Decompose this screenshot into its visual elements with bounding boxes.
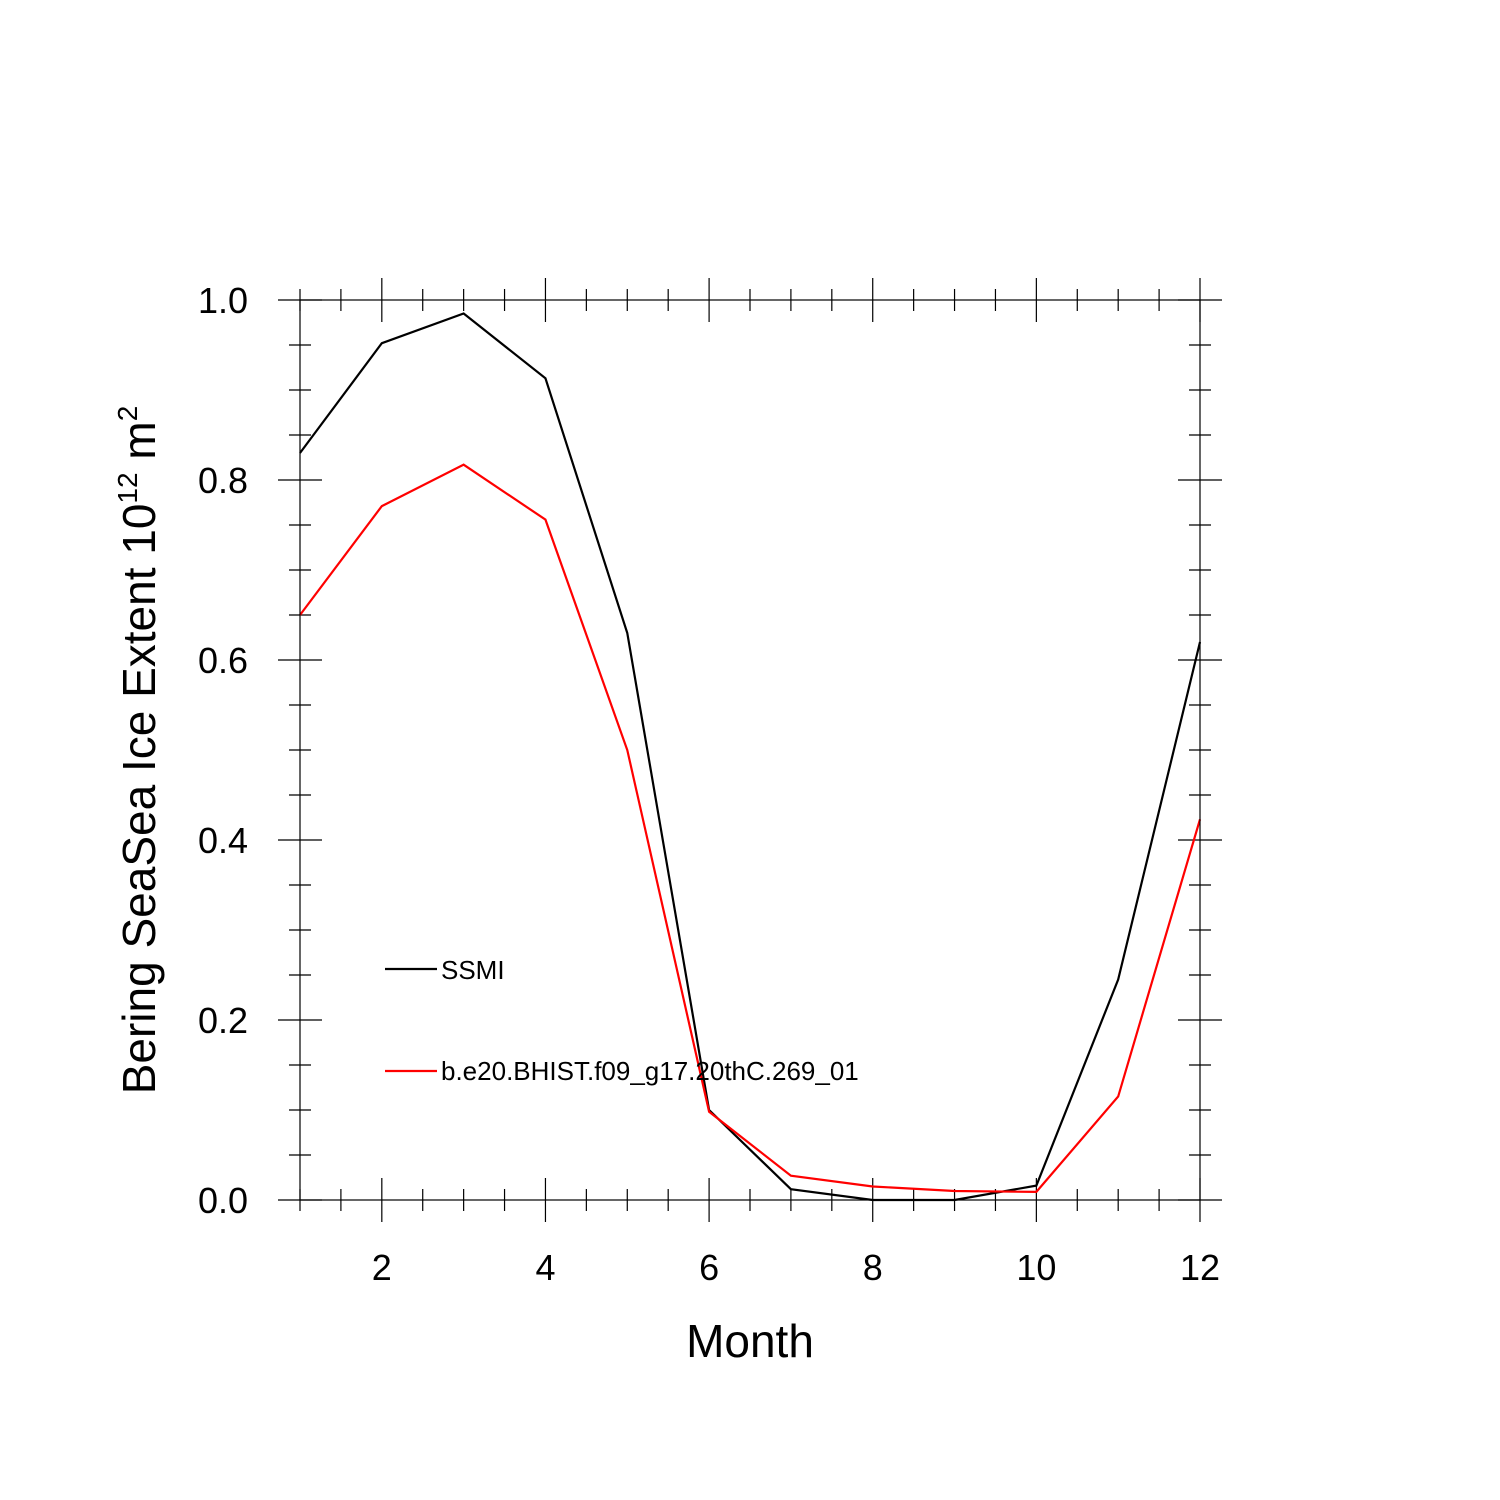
y-tick-label: 0.2 bbox=[198, 1000, 248, 1041]
legend: SSMI b.e20.BHIST.f09_g17.20thC.269_01 bbox=[385, 955, 859, 1086]
y-axis-title: Bering SeaSea Ice Extent 1012 m2 bbox=[112, 406, 165, 1095]
y-tick-label: 0.8 bbox=[198, 460, 248, 501]
y-tick-label: 1.0 bbox=[198, 280, 248, 321]
x-tick-label: 8 bbox=[863, 1247, 883, 1288]
x-tick-label: 12 bbox=[1180, 1247, 1220, 1288]
legend-label-model: b.e20.BHIST.f09_g17.20thC.269_01 bbox=[441, 1056, 859, 1086]
legend-label-ssmi: SSMI bbox=[441, 955, 505, 985]
y-tick-label: 0.0 bbox=[198, 1180, 248, 1221]
y-axis-title-text: Bering SeaSea Ice Extent 10 bbox=[113, 504, 165, 1095]
y-tick-label: 0.4 bbox=[198, 820, 248, 861]
series-line-0 bbox=[299, 312, 1202, 1202]
axis-tick-labels: 2 4 6 8 10 12 0.0 0.2 0.4 0.6 0.8 1.0 bbox=[198, 280, 1220, 1288]
y-axis-title-exponent: 12 bbox=[112, 472, 143, 503]
x-tick-label: 4 bbox=[535, 1247, 555, 1288]
x-tick-label: 6 bbox=[699, 1247, 719, 1288]
series-line-1 bbox=[299, 463, 1202, 1194]
y-axis-title-unit: m bbox=[113, 421, 165, 472]
y-axis-title-unit-exponent: 2 bbox=[112, 406, 143, 422]
series-lines bbox=[299, 312, 1202, 1202]
x-tick-label: 10 bbox=[1016, 1247, 1056, 1288]
plot-frame bbox=[299, 299, 1201, 1201]
x-axis-title: Month bbox=[686, 1315, 814, 1367]
y-tick-label: 0.6 bbox=[198, 640, 248, 681]
x-tick-label: 2 bbox=[372, 1247, 392, 1288]
